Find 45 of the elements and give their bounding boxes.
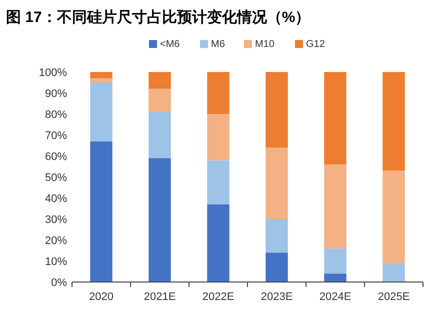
x-tick-label: 2021E: [144, 291, 176, 303]
bar: [382, 72, 405, 171]
bar: [148, 88, 171, 112]
legend-label: G12: [306, 39, 326, 50]
bar: [266, 252, 288, 282]
x-tick-label: 2025E: [378, 291, 410, 303]
y-tick-label: 90%: [44, 88, 68, 100]
bar: [207, 160, 230, 204]
bar: [207, 114, 230, 160]
y-tick-label: 80%: [44, 109, 68, 121]
x-tick-label: 2022E: [202, 291, 234, 303]
bar: [90, 82, 112, 142]
bar: [324, 164, 346, 248]
bar: [207, 204, 230, 282]
bar: [90, 141, 112, 282]
bar: [382, 263, 405, 282]
chart-title: 图 17：不同硅片尺寸占比预计变化情况（%）: [6, 8, 310, 26]
x-tick-label: 2023E: [260, 291, 293, 303]
y-tick-label: 40%: [44, 193, 68, 205]
bar: [148, 72, 171, 89]
x-tick-label: 2020: [89, 291, 114, 303]
bar: [90, 72, 112, 78]
bar: [266, 148, 288, 219]
x-tick-label: 2024E: [319, 291, 352, 303]
bar: [207, 72, 230, 114]
y-tick-label: 20%: [44, 235, 68, 247]
y-tick-label: 100%: [38, 67, 68, 79]
y-tick-label: 50%: [44, 172, 68, 184]
bar: [148, 158, 171, 282]
legend-label: M6: [211, 39, 226, 50]
y-tick-label: 30%: [44, 214, 68, 226]
bar: [266, 72, 288, 148]
bar: [266, 219, 288, 253]
y-tick-label: 10%: [44, 256, 68, 268]
bar: [324, 72, 346, 164]
y-tick-label: 0%: [51, 277, 68, 289]
bar: [324, 248, 346, 274]
bar: [90, 78, 112, 82]
bar: [324, 274, 346, 282]
y-tick-label: 70%: [44, 130, 68, 142]
y-tick-label: 60%: [44, 151, 68, 163]
bar: [148, 112, 171, 158]
legend-label: M10: [255, 39, 275, 50]
legend-label: <M6: [160, 39, 180, 50]
bar: [382, 170, 405, 264]
